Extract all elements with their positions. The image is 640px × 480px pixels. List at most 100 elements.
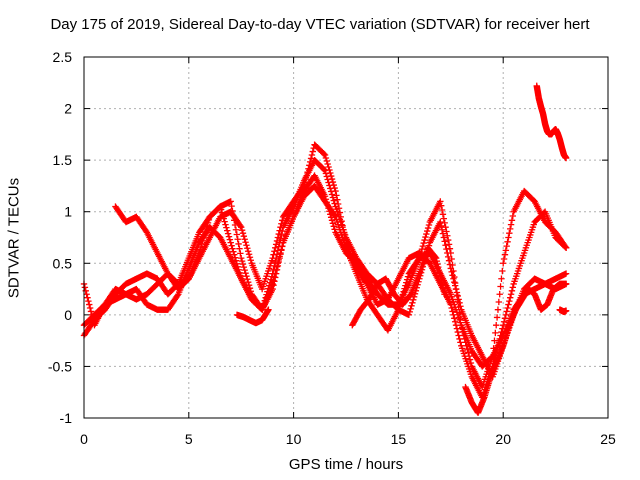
data-point [507, 291, 515, 298]
data-point [203, 222, 211, 230]
data-point [495, 339, 503, 346]
data-point [404, 273, 412, 280]
data-point [441, 291, 448, 298]
data-point [238, 223, 245, 231]
data-point [305, 165, 312, 172]
data-point [203, 225, 210, 233]
data-point [499, 267, 506, 275]
data-point [492, 329, 499, 337]
data-point [451, 318, 459, 325]
data-point [278, 220, 285, 227]
plot-frame [83, 56, 609, 419]
data-point [202, 228, 209, 236]
data-point [81, 284, 89, 291]
data-point [234, 263, 241, 270]
data-point [231, 251, 238, 258]
data-point [464, 346, 471, 353]
data-point [266, 279, 274, 286]
data-point [500, 318, 508, 325]
data-point [334, 196, 341, 203]
data-point [301, 179, 309, 186]
data-point [279, 243, 286, 250]
data-point [506, 230, 513, 237]
data-point [224, 230, 232, 237]
data-point [334, 200, 342, 208]
data-point [496, 291, 503, 298]
data-point [493, 321, 500, 329]
y-tick-label: 0 [64, 307, 72, 323]
data-point [322, 154, 330, 162]
data-point [329, 220, 337, 227]
data-point [496, 335, 503, 343]
data-point [508, 287, 516, 294]
data-point [265, 306, 272, 313]
data-point [306, 162, 313, 169]
data-point [272, 274, 279, 281]
data-point [228, 202, 235, 210]
data-point [493, 314, 501, 321]
data-point [321, 151, 329, 159]
data-point [420, 239, 427, 247]
data-point [309, 148, 317, 155]
data-point [271, 248, 278, 255]
data-point [300, 184, 307, 191]
data-point [451, 273, 458, 281]
data-point [445, 241, 453, 248]
data-point [400, 288, 407, 295]
data-point [456, 309, 463, 317]
data-point [244, 248, 252, 255]
data-point [85, 297, 92, 305]
data-point [401, 285, 408, 292]
data-point [500, 321, 507, 329]
data-point [502, 247, 510, 254]
data-point [444, 236, 452, 244]
data-point [196, 249, 203, 257]
data-point [449, 308, 456, 315]
data-point [466, 356, 474, 363]
data-point [562, 243, 569, 250]
data-point [421, 236, 428, 244]
y-tick-label: 1 [64, 204, 72, 220]
data-point [300, 182, 308, 190]
data-point [225, 233, 233, 240]
data-point [323, 157, 330, 165]
data-point [267, 276, 275, 283]
data-point [275, 230, 282, 238]
chart-title: Day 175 of 2019, Sidereal Day-to-day VTE… [50, 16, 590, 33]
data-point [422, 233, 429, 241]
data-point [403, 279, 410, 286]
data-point [302, 175, 310, 183]
data-point [452, 285, 460, 293]
data-point [408, 302, 415, 310]
data-point [509, 284, 517, 291]
series-track-i [556, 306, 570, 315]
data-point [242, 239, 249, 246]
data-point [221, 218, 228, 225]
data-point [504, 304, 511, 312]
data-point [338, 217, 345, 225]
data-point [269, 254, 276, 262]
data-point [562, 154, 570, 162]
data-point [223, 224, 230, 231]
data-point [226, 236, 234, 243]
data-point [439, 282, 446, 289]
x-tick-label: 5 [185, 431, 193, 447]
data-point [465, 352, 473, 360]
data-point [418, 245, 426, 253]
data-point [232, 226, 240, 233]
data-point [197, 243, 205, 251]
data-point [241, 236, 248, 243]
data-point [451, 279, 459, 287]
data-point [500, 255, 508, 263]
data-point [436, 269, 443, 277]
data-point [425, 221, 433, 229]
data-point [328, 191, 336, 198]
data-point [444, 253, 452, 261]
data-point [403, 276, 411, 283]
data-point [308, 151, 316, 159]
data-point [241, 266, 248, 274]
data-point [437, 272, 444, 280]
data-point [328, 175, 336, 183]
data-point [489, 352, 496, 360]
data-point [440, 215, 448, 222]
